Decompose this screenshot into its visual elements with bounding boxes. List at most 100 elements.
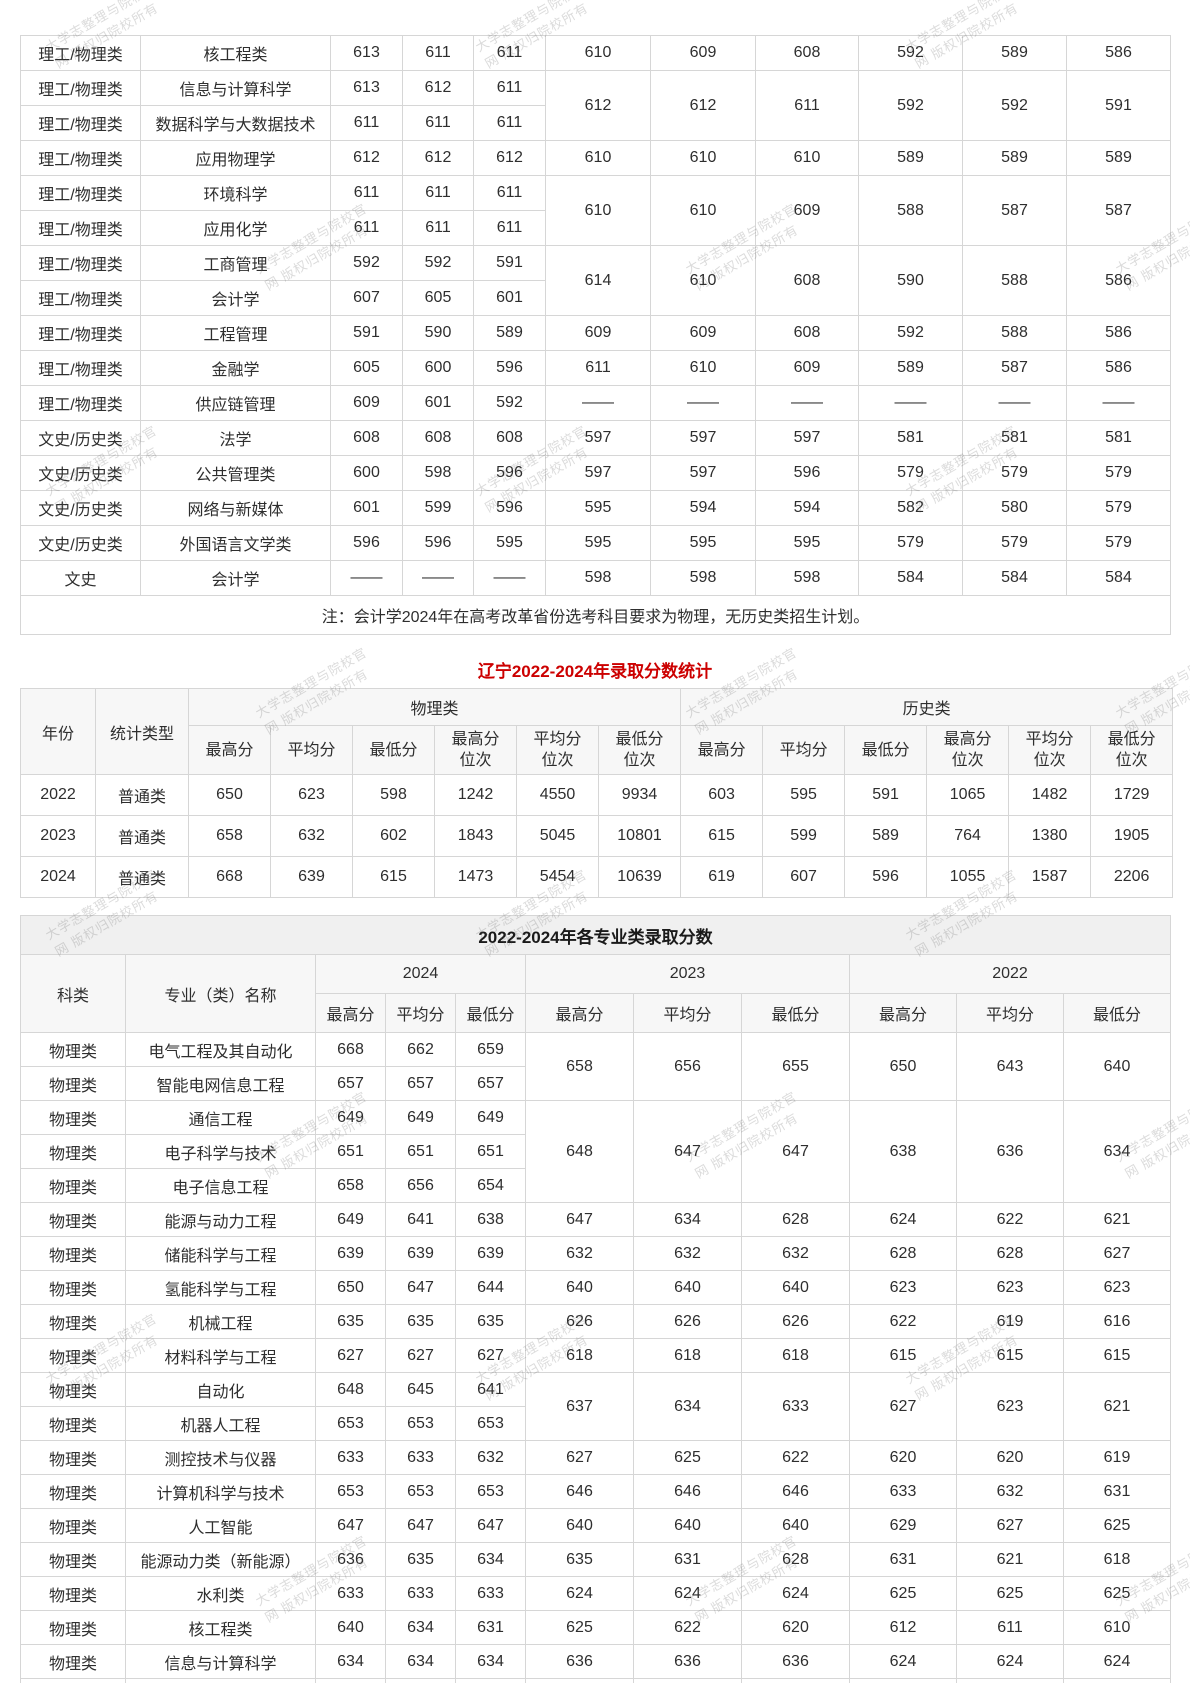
header-cell: 最低分 bbox=[455, 993, 526, 1033]
cell: 580 bbox=[962, 490, 1067, 526]
cell: 633 bbox=[741, 1678, 850, 1683]
cell: 624 bbox=[741, 1576, 850, 1611]
table-row: 理工/物理类 应用物理学 612 612 612 610 610 610 589 589 589 bbox=[20, 140, 1171, 176]
cell: 651 bbox=[385, 1134, 456, 1169]
cell: 物理类 bbox=[20, 1066, 126, 1101]
cell: 610 bbox=[650, 140, 756, 176]
cell: 594 bbox=[755, 490, 859, 526]
cell: 646 bbox=[741, 1474, 850, 1509]
cell: 581 bbox=[858, 420, 963, 456]
cell: 测控技术与仪器 bbox=[125, 1440, 316, 1475]
cell: 610 bbox=[545, 35, 651, 71]
cell: 627 bbox=[1063, 1236, 1171, 1271]
cell: 10801 bbox=[597, 815, 682, 857]
cell: 609 bbox=[755, 350, 859, 386]
cell: 623 bbox=[849, 1678, 957, 1683]
cell: 物理类 bbox=[20, 1270, 126, 1305]
cell: 625 bbox=[633, 1440, 742, 1475]
cell: 634 bbox=[385, 1610, 456, 1645]
cell: 628 bbox=[741, 1542, 850, 1577]
header-cell: 最低分 bbox=[741, 993, 850, 1033]
cell: 633 bbox=[741, 1372, 850, 1441]
cell: 595 bbox=[473, 525, 546, 561]
cell: 氢能科学与工程 bbox=[125, 1270, 316, 1305]
cell: 610 bbox=[650, 245, 756, 316]
header-cell: 物理类 bbox=[187, 688, 682, 726]
cell: 595 bbox=[545, 525, 651, 561]
table-row: 物理类 核工程类 640 634 631 625 622 620 612 611 610 bbox=[20, 1610, 1171, 1645]
cell: 634 bbox=[633, 1202, 742, 1237]
cell: 应用物理学 bbox=[125, 1678, 316, 1683]
cell: 信息与计算科学 bbox=[140, 70, 331, 106]
cell: 2023 bbox=[20, 815, 96, 857]
cell: 602 bbox=[352, 815, 435, 857]
cell: 615 bbox=[680, 815, 764, 857]
cell: 650 bbox=[315, 1270, 386, 1305]
cell: 596 bbox=[755, 455, 859, 491]
table-row: 2023 普通类 658 632 602 1843 5045 10801 615 599 589 76… bbox=[20, 815, 1174, 857]
cell: 计算机科学与技术 bbox=[125, 1474, 316, 1509]
cell: 会计学 bbox=[140, 560, 331, 596]
cell: 581 bbox=[962, 420, 1067, 456]
cell: 629 bbox=[849, 1508, 957, 1543]
cell: 能源动力类（新能源） bbox=[125, 1542, 316, 1577]
cell: 662 bbox=[385, 1032, 456, 1067]
cell: —— bbox=[755, 385, 859, 421]
cell: 601 bbox=[473, 280, 546, 316]
header-cell: 平均分 bbox=[762, 725, 846, 775]
cell: 591 bbox=[330, 315, 403, 351]
cell: 理工/物理类 bbox=[20, 175, 141, 211]
cell: 597 bbox=[650, 420, 756, 456]
cell: 639 bbox=[455, 1236, 526, 1271]
cell: 635 bbox=[455, 1304, 526, 1339]
cell: 机械工程 bbox=[125, 1304, 316, 1339]
table-row: 物理类 储能科学与工程 639 639 639 632 632 632 628 628 627 bbox=[20, 1236, 1171, 1271]
cell: 579 bbox=[1066, 455, 1171, 491]
cell: 589 bbox=[962, 140, 1067, 176]
header-cell: 2024 bbox=[315, 954, 526, 994]
header-row: 科类 专业（类）名称 2024 2023 2022 bbox=[20, 954, 1171, 1033]
cell: 634 bbox=[1063, 1100, 1171, 1203]
cell: 611 bbox=[402, 210, 474, 246]
cell: 603 bbox=[680, 774, 764, 816]
header-cell: 平均分 位次 bbox=[1008, 725, 1092, 775]
cell: 612 bbox=[473, 140, 546, 176]
cell: 624 bbox=[849, 1202, 957, 1237]
cell: 610 bbox=[755, 140, 859, 176]
table-row: 2024 普通类 668 639 615 1473 5454 10639 619 607 596 10… bbox=[20, 856, 1174, 898]
cell: 635 bbox=[455, 1678, 526, 1683]
cell: 646 bbox=[525, 1474, 634, 1509]
cell: 理工/物理类 bbox=[20, 140, 141, 176]
cell: 595 bbox=[545, 490, 651, 526]
cell: 601 bbox=[330, 490, 403, 526]
cell: 632 bbox=[956, 1474, 1064, 1509]
table-row: 理工/物理类 核工程类 613 611 611 610 609 608 592 589 586 bbox=[20, 35, 1171, 71]
cell: 文史/历史类 bbox=[20, 525, 141, 561]
cell: 2022 bbox=[20, 774, 96, 816]
cell: 656 bbox=[633, 1032, 742, 1101]
cell: 611 bbox=[473, 175, 546, 211]
cell: 611 bbox=[402, 175, 474, 211]
cell: 587 bbox=[962, 175, 1067, 246]
cell: 627 bbox=[849, 1372, 957, 1441]
cell: 物理类 bbox=[20, 1542, 126, 1577]
cell: 657 bbox=[455, 1066, 526, 1101]
cell: 智能电网信息工程 bbox=[125, 1066, 316, 1101]
cell: 599 bbox=[762, 815, 846, 857]
header-cell: 科类 bbox=[20, 954, 126, 1033]
cell: 611 bbox=[956, 1610, 1064, 1645]
cell: 1482 bbox=[1008, 774, 1092, 816]
cell: 645 bbox=[385, 1372, 456, 1407]
header-cell: 最高分 bbox=[525, 993, 634, 1033]
cell: 612 bbox=[849, 1610, 957, 1645]
cell: 电气工程及其自动化 bbox=[125, 1032, 316, 1067]
cell: 611 bbox=[330, 105, 403, 141]
cell: 环境科学 bbox=[140, 175, 331, 211]
cell: 651 bbox=[455, 1134, 526, 1169]
cell: 658 bbox=[188, 815, 271, 857]
cell: 649 bbox=[315, 1100, 386, 1135]
cell: 工商管理 bbox=[140, 245, 331, 281]
cell: 1843 bbox=[434, 815, 517, 857]
cell: 597 bbox=[650, 455, 756, 491]
cell: 理工/物理类 bbox=[20, 105, 141, 141]
